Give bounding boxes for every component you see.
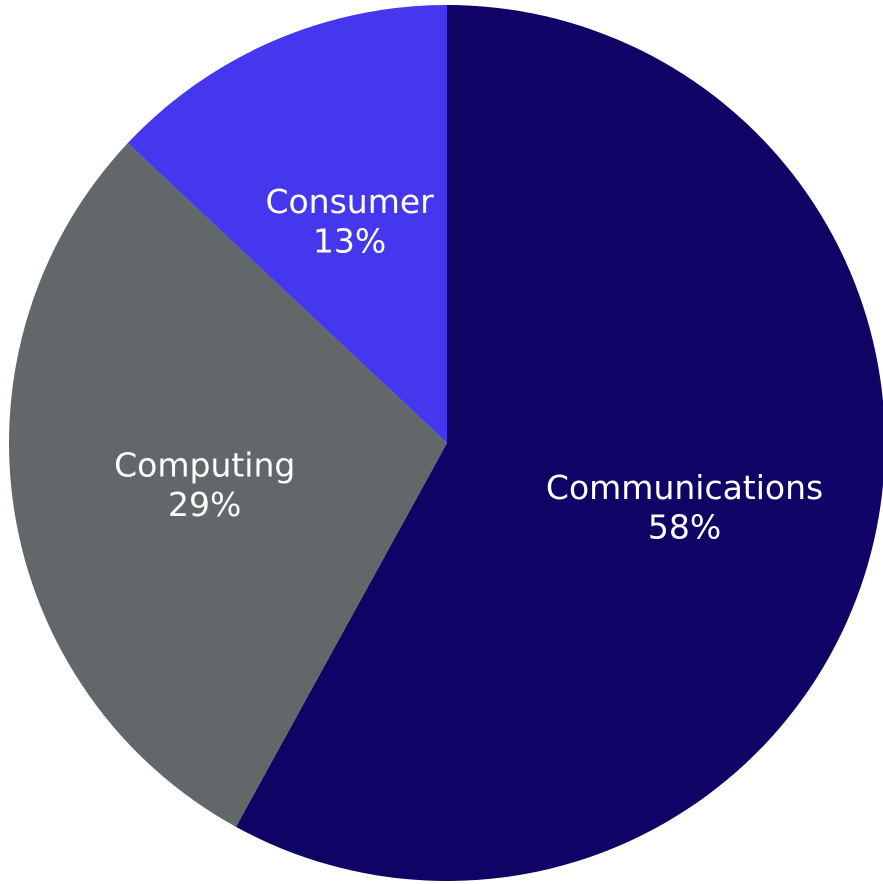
pie-slice-consumer [127, 5, 448, 443]
slice-value: 29% [168, 485, 241, 524]
slice-value: 13% [313, 222, 386, 261]
pie-slice-communications [235, 5, 883, 881]
slice-name: Computing [114, 445, 295, 484]
pie-slice-computing [8, 143, 448, 827]
slice-name: Communications [546, 468, 823, 507]
pie-label-computing: Computing 29% [114, 445, 295, 524]
pie-label-communications: Communications 58% [546, 468, 823, 547]
slice-name: Consumer [265, 182, 434, 221]
pie-labels: Communications 58% Computing 29% Consumer 13% [114, 182, 823, 547]
pie-slices [8, 5, 883, 881]
slice-value: 58% [648, 508, 721, 547]
pie-label-consumer: Consumer 13% [265, 182, 434, 261]
